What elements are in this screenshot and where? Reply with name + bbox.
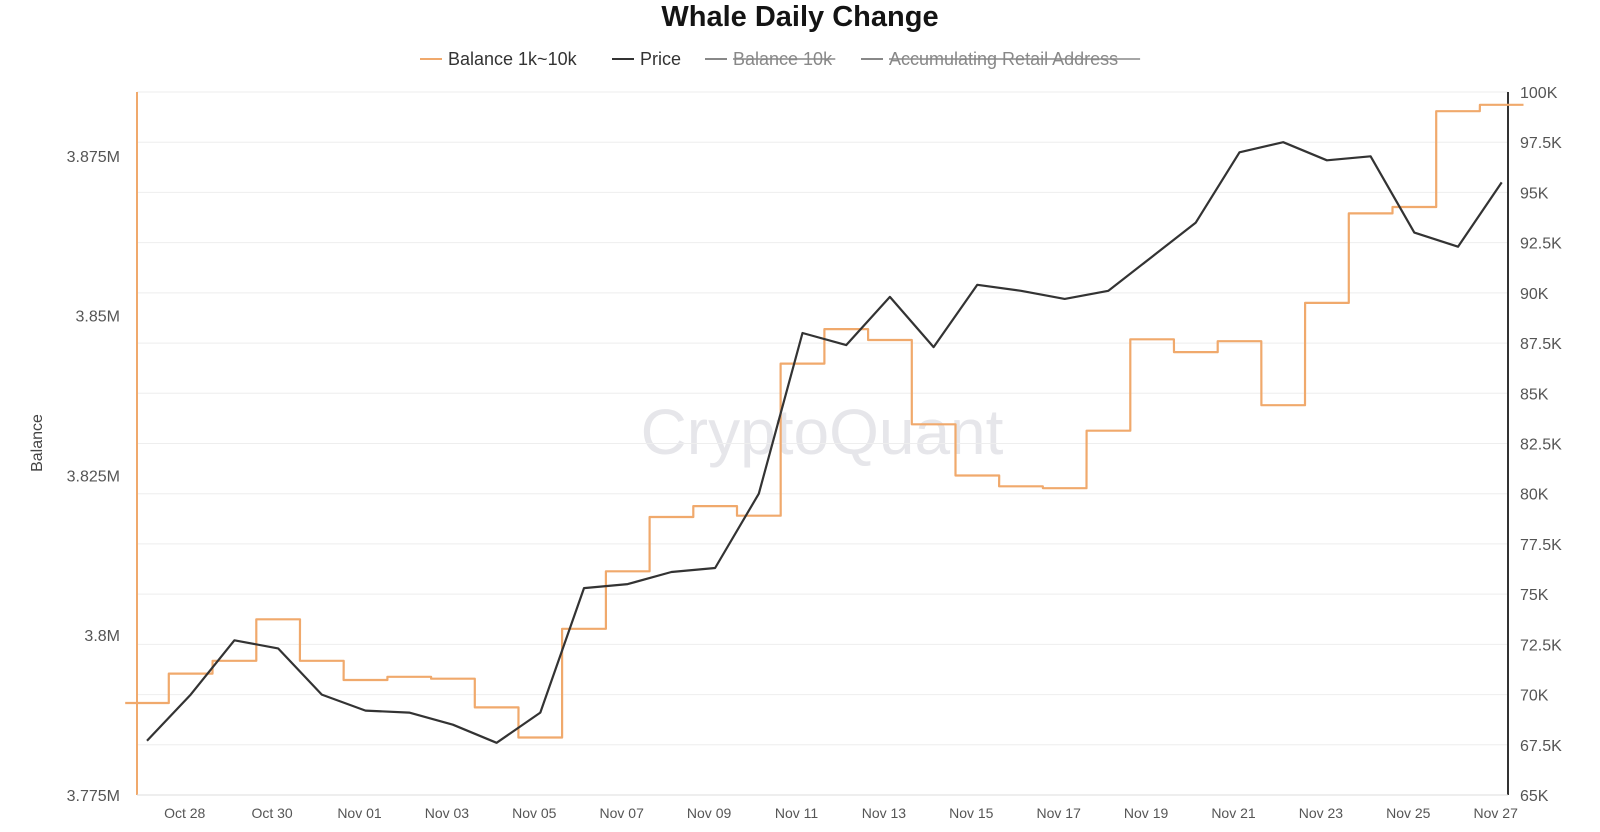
right-tick-label: 75K: [1520, 587, 1549, 604]
x-tick-label: Nov 25: [1386, 805, 1431, 821]
right-tick-label: 80K: [1520, 487, 1549, 504]
right-axis-ticks: 65K 67.5K 70K 72.5K 75K 77.5K 80K 82.5K 85K 87.5K…: [1520, 85, 1562, 805]
series-line-balance-1k-10k: [125, 103, 1524, 739]
x-tick-label: Nov 19: [1124, 805, 1169, 821]
left-tick-label: 3.775M: [67, 788, 120, 805]
legend-item[interactable]: Balance 10k: [705, 49, 836, 69]
legend-label: Balance 1k~10k: [448, 49, 578, 69]
right-tick-label: 67.5K: [1520, 738, 1562, 755]
right-tick-label: 92.5K: [1520, 236, 1562, 253]
legend-item[interactable]: Accumulating Retail Address: [861, 49, 1141, 69]
chart-title: Whale Daily Change: [661, 1, 939, 33]
x-tick-label: Nov 23: [1299, 805, 1344, 821]
x-tick-label: Nov 11: [775, 805, 819, 821]
right-tick-label: 87.5K: [1520, 336, 1562, 353]
right-tick-label: 90K: [1520, 286, 1549, 303]
right-tick-label: 95K: [1520, 185, 1549, 202]
legend-item[interactable]: Price: [612, 49, 681, 69]
x-tick-label: Nov 17: [1037, 805, 1082, 821]
series-line-price: [146, 141, 1503, 744]
x-tick-label: Nov 05: [512, 805, 557, 821]
x-tick-label: Oct 30: [251, 805, 292, 821]
watermark: CryptoQuant: [641, 396, 1004, 468]
legend-item[interactable]: Balance 1k~10k: [420, 49, 578, 69]
left-tick-label: 3.85M: [76, 309, 120, 326]
y-axis-label-left: Balance: [29, 414, 46, 472]
x-tick-label: Nov 21: [1211, 805, 1256, 821]
grid-lines: [137, 91, 1508, 796]
right-tick-label: 85K: [1520, 386, 1549, 403]
x-tick-label: Nov 09: [687, 805, 732, 821]
right-tick-label: 100K: [1520, 85, 1558, 102]
right-tick-label: 82.5K: [1520, 437, 1562, 454]
x-tick-label: Nov 01: [337, 805, 382, 821]
x-tick-label: Oct 28: [164, 805, 205, 821]
right-tick-label: 77.5K: [1520, 537, 1562, 554]
axes: [136, 92, 1509, 796]
left-axis-ticks: 3.775M 3.8M 3.825M 3.85M 3.875M: [67, 149, 120, 805]
left-tick-label: 3.825M: [67, 468, 120, 485]
x-tick-label: Nov 15: [949, 805, 994, 821]
legend[interactable]: Balance 1k~10k Price Balance 10k Accumulati…: [420, 49, 1141, 69]
x-axis-ticks: Oct 28 Oct 30 Nov 01 Nov 03 Nov 05 Nov 07 Nov …: [164, 805, 1518, 821]
left-tick-label: 3.8M: [84, 628, 120, 645]
x-tick-label: Nov 07: [600, 805, 645, 821]
x-tick-label: Nov 13: [862, 805, 907, 821]
x-tick-label: Nov 03: [425, 805, 470, 821]
series-layer: [125, 103, 1524, 744]
right-tick-label: 97.5K: [1520, 135, 1562, 152]
x-tick-label: Nov 27: [1474, 805, 1519, 821]
right-tick-label: 72.5K: [1520, 637, 1562, 654]
right-tick-label: 70K: [1520, 688, 1549, 705]
legend-label: Price: [640, 49, 681, 69]
left-tick-label: 3.875M: [67, 149, 120, 166]
right-tick-label: 65K: [1520, 788, 1549, 805]
